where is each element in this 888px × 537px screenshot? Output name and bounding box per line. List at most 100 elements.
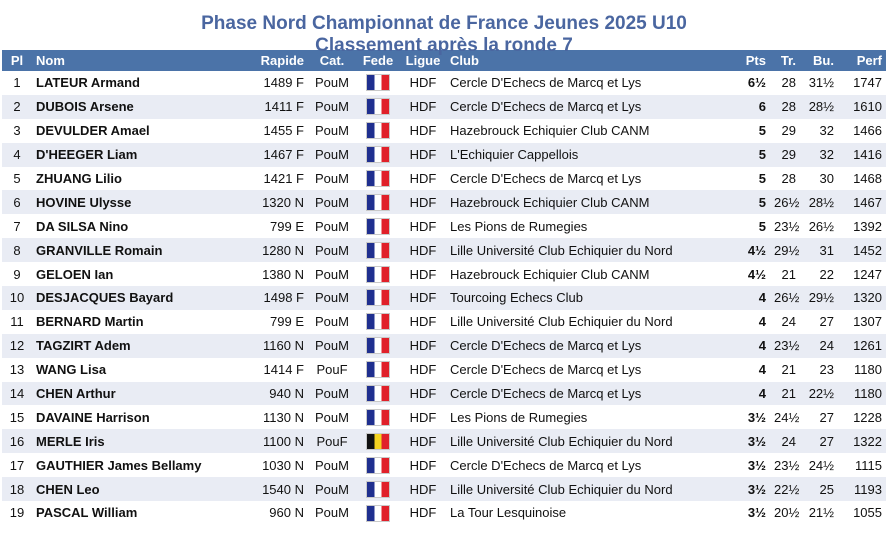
performance-cell: 1468	[853, 171, 882, 186]
standings-table: Pl Nom Rapide Cat. Fede Ligue Club Pts T…	[2, 50, 886, 525]
category-cell: PouM	[315, 314, 349, 330]
france-flag-icon	[366, 480, 390, 498]
tiebreak-tr-cell: 29	[781, 147, 796, 163]
rating-cell: 1498 F	[263, 290, 304, 306]
tiebreak-tr-cell: 24½	[774, 409, 800, 425]
player-name-link[interactable]: DAVAINE Harrison	[36, 409, 150, 425]
club-cell: Cercle D'Echecs de Marcq et Lys	[450, 386, 642, 402]
league-cell: HDF	[409, 147, 437, 163]
points-cell: 3½	[747, 433, 766, 449]
tiebreak-bu-cell: 28½	[808, 194, 834, 210]
col-header-tr[interactable]: Tr.	[780, 53, 796, 68]
player-name-link[interactable]: CHEN Leo	[36, 481, 100, 497]
tiebreak-tr-cell: 24	[781, 433, 796, 449]
rank-cell: 13	[9, 362, 25, 378]
federation-flag-cell	[356, 334, 400, 358]
rating-cell: 940 N	[269, 386, 304, 402]
col-header-club[interactable]: Club	[450, 53, 479, 68]
player-name-link[interactable]: GRANVILLE Romain	[36, 242, 163, 258]
category-cell: PouM	[315, 242, 349, 258]
col-header-nom[interactable]: Nom	[36, 53, 65, 68]
league-cell: HDF	[409, 171, 437, 186]
col-header-fede[interactable]: Fede	[362, 53, 394, 68]
club-cell: Cercle D'Echecs de Marcq et Lys	[450, 338, 642, 354]
points-cell: 3½	[747, 481, 766, 497]
club-cell: Hazebrouck Echiquier Club CANM	[450, 194, 650, 210]
rating-cell: 1380 N	[262, 266, 304, 282]
club-cell: Lille Université Club Echiquier du Nord	[450, 314, 673, 330]
player-name-link[interactable]: GELOEN Ian	[36, 266, 114, 282]
rating-cell: 960 N	[269, 505, 304, 521]
table-row: 19 PASCAL William 960 N PouM HDF La Tour Lesq…	[2, 501, 886, 525]
tiebreak-tr-cell: 24	[781, 314, 796, 330]
rank-cell: 8	[13, 242, 21, 258]
player-name-link[interactable]: TAGZIRT Adem	[36, 338, 131, 354]
table-row: 5 ZHUANG Lilio 1421 F PouM HDF Cercle D'Echec…	[2, 166, 886, 191]
league-cell: HDF	[409, 505, 437, 521]
points-cell: 4½	[747, 242, 766, 258]
rank-cell: 12	[9, 338, 25, 354]
tiebreak-bu-cell: 32	[819, 147, 834, 163]
tiebreak-tr-cell: 28	[781, 99, 796, 115]
player-name-link[interactable]: PASCAL William	[36, 505, 138, 521]
club-cell: Cercle D'Echecs de Marcq et Lys	[450, 362, 642, 378]
page-title: Phase Nord Championnat de France Jeunes …	[201, 13, 687, 34]
player-name-link[interactable]: BERNARD Martin	[36, 314, 144, 330]
tiebreak-tr-cell: 29½	[774, 242, 800, 258]
col-header-pts[interactable]: Pts	[745, 53, 766, 68]
federation-flag-cell	[356, 214, 400, 238]
points-cell: 4½	[747, 266, 766, 282]
category-cell: PouM	[315, 290, 349, 306]
france-flag-icon	[366, 74, 390, 92]
federation-flag-cell	[356, 167, 400, 191]
player-name-link[interactable]: DA SILSA Nino	[36, 218, 129, 234]
col-header-rapide[interactable]: Rapide	[260, 53, 304, 68]
tiebreak-bu-cell: 23	[819, 362, 834, 378]
col-header-pl[interactable]: Pl	[10, 53, 24, 68]
col-header-perf[interactable]: Perf	[856, 53, 882, 68]
col-header-cat[interactable]: Cat.	[319, 53, 345, 68]
rating-cell: 1414 F	[263, 362, 304, 378]
player-name-link[interactable]: DUBOIS Arsene	[36, 99, 134, 115]
tiebreak-bu-cell: 31	[819, 242, 834, 258]
league-cell: HDF	[409, 457, 437, 473]
rating-cell: 799 E	[270, 314, 304, 330]
category-cell: PouM	[315, 505, 349, 521]
col-header-bu[interactable]: Bu.	[813, 53, 834, 68]
table-row: 1 LATEUR Armand 1489 F PouM HDF Cercle D'Eche…	[2, 71, 886, 95]
club-cell: La Tour Lesquinoise	[450, 505, 567, 521]
player-name-link[interactable]: D'HEEGER Liam	[36, 147, 138, 163]
league-cell: HDF	[409, 242, 437, 258]
player-name-link[interactable]: LATEUR Armand	[36, 75, 140, 91]
tiebreak-tr-cell: 28	[781, 171, 796, 186]
points-cell: 3½	[747, 505, 766, 521]
table-row: 17 GAUTHIER James Bellamy 1030 N PouM HDF Cer…	[2, 453, 886, 478]
tiebreak-tr-cell: 23½	[774, 457, 800, 473]
col-header-ligue[interactable]: Ligue	[405, 53, 441, 68]
performance-cell: 1228	[853, 409, 882, 425]
points-cell: 5	[758, 218, 766, 234]
category-cell: PouM	[315, 457, 349, 473]
player-name-link[interactable]: MERLE Iris	[36, 433, 105, 449]
rating-cell: 1411 F	[264, 99, 304, 115]
france-flag-icon	[366, 385, 390, 403]
player-name-link[interactable]: ZHUANG Lilio	[36, 171, 122, 186]
player-name-link[interactable]: DESJACQUES Bayard	[36, 290, 174, 306]
player-name-link[interactable]: WANG Lisa	[36, 362, 107, 378]
rank-cell: 19	[9, 505, 25, 521]
table-row: 2 DUBOIS Arsene 1411 F PouM HDF Cercle D'Eche…	[2, 94, 886, 119]
performance-cell: 1392	[853, 218, 882, 234]
player-name-link[interactable]: DEVULDER Amael	[36, 123, 150, 139]
player-name-link[interactable]: HOVINE Ulysse	[36, 194, 132, 210]
league-cell: HDF	[409, 99, 437, 115]
rating-cell: 1030 N	[262, 457, 304, 473]
tiebreak-tr-cell: 20½	[774, 505, 800, 521]
category-cell: PouF	[316, 362, 348, 378]
performance-cell: 1747	[853, 75, 882, 91]
player-name-link[interactable]: CHEN Arthur	[36, 386, 116, 402]
player-name-link[interactable]: GAUTHIER James Bellamy	[36, 457, 202, 473]
federation-flag-cell	[356, 358, 400, 382]
category-cell: PouM	[315, 147, 349, 163]
tiebreak-bu-cell: 22	[819, 266, 834, 282]
tiebreak-bu-cell: 22½	[808, 386, 834, 402]
